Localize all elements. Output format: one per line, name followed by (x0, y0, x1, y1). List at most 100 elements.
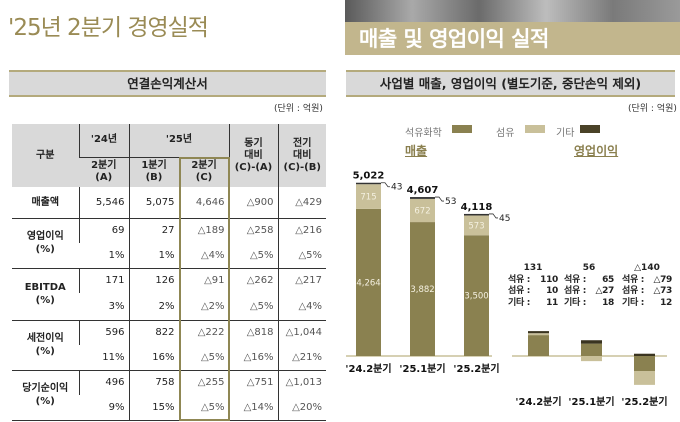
op-bar-petro (581, 343, 602, 356)
op-bar-other (581, 340, 602, 344)
cell-value: 126 (128, 268, 179, 293)
sales-value-label: 573 (468, 221, 484, 231)
income-statement-table: 구분 '24년 '25년 동기 대비 (C)-(A) 전기 대비 (C)-(B)… (12, 124, 326, 421)
header-2025: '25년 (128, 124, 229, 158)
cell-value: △429 (277, 187, 326, 219)
sales-value-label: 715 (360, 193, 376, 203)
row-label: 영업이익 (%) (12, 218, 79, 269)
cell-percent: △5% (178, 395, 229, 421)
sales-bar-other (356, 182, 381, 185)
header-yoy: 동기 대비 (C)-(A) (228, 124, 278, 187)
op-segment-name: 기타 : (622, 297, 645, 308)
cell-percent: △16% (228, 345, 278, 371)
header-qoq: 전기 대비 (C)-(B) (277, 124, 326, 187)
sales-other-label: 45 (499, 214, 510, 224)
cell-value: △818 (228, 320, 278, 345)
op-total-label: 131 (523, 263, 543, 273)
legend-swatch-other (580, 125, 600, 133)
op-segment-name: 섬유 : (564, 286, 587, 296)
leader-line (489, 213, 498, 219)
header-b: 1분기 (B) (128, 157, 179, 187)
op-bar-other (528, 331, 549, 334)
op-bar-petro (634, 356, 655, 372)
sales-bar-petro (356, 208, 381, 356)
sales-bar-fiber (410, 198, 435, 223)
unit-label-right: (단위 : 억원) (628, 104, 677, 114)
cell-percent: 1% (79, 243, 129, 269)
sales-value-label: 3,500 (464, 292, 488, 302)
op-segment-value: 18 (602, 297, 614, 308)
cell-value: △1,044 (277, 320, 326, 345)
op-segment-value: △79 (653, 274, 672, 285)
cell-value: △1,013 (277, 370, 326, 395)
op-segment-value: 65 (602, 274, 614, 285)
legend-swatch-fiber (525, 125, 545, 133)
cell-percent: △4% (178, 243, 229, 269)
op-segment-value: △73 (653, 286, 672, 296)
op-segment-value: 10 (546, 286, 558, 296)
table-row: 영업이익 (%) 69 27 △189 △258 △216 (12, 218, 326, 269)
op-segment-name: 석유 : (508, 274, 531, 285)
sales-value-label: 672 (414, 206, 430, 216)
cell-value: 4,646 (178, 187, 229, 219)
sales-total-label: 5,022 (353, 171, 385, 182)
cell-value: 5,546 (78, 187, 129, 219)
sales-bar-petro (464, 235, 489, 356)
sales-bar-other (464, 213, 489, 216)
sales-value-label: 3,882 (410, 285, 434, 295)
row-label: 매출액 (12, 187, 79, 219)
banner-title: 매출 및 영업이익 실적 (345, 22, 680, 55)
op-segment-name: 석유 : (622, 274, 645, 285)
cell-percent: △4% (277, 293, 326, 321)
op-bar-other (634, 353, 655, 356)
cell-value: 5,075 (128, 187, 179, 219)
sales-bar-fiber (356, 184, 381, 209)
cell-value: 496 (78, 370, 129, 395)
cell-percent: 16% (128, 345, 179, 371)
op-segment-value: 11 (546, 297, 558, 308)
header-a: 2분기 (A) (79, 157, 129, 187)
header-c: 2분기 (C) (178, 157, 229, 187)
cell-percent: 9% (79, 395, 129, 421)
table-row-percent: 1% 1% △4% △5% △5% (12, 243, 326, 269)
sales-chart-title: 매출 (405, 144, 428, 158)
income-statement-header: 연결손익계산서 (9, 70, 326, 97)
sales-total-label: 4,118 (461, 202, 493, 213)
sales-other-label: 43 (391, 183, 402, 193)
op-breakdown: 56 석유 : 65 섬유 : △27 기타 : 18 (564, 263, 614, 309)
op-x-tick: '25.2분기 (621, 395, 667, 408)
op-total-label: 56 (582, 263, 596, 273)
cell-percent: △14% (228, 395, 278, 421)
segment-header: 사업별 매출, 영업이익 (별도기준, 중단손익 제외) (346, 70, 675, 97)
sales-bar-other (410, 197, 435, 199)
op-segment-value: 12 (660, 297, 672, 308)
op-total-label: △140 (634, 263, 660, 273)
row-label: 세전이익 (%) (12, 320, 79, 371)
op-bar-petro (528, 335, 549, 356)
table-row: 세전이익 (%) 596 822 △222 △818 △1,044 (12, 320, 326, 371)
op-segment-name: 석유 : (564, 274, 587, 285)
legend-other: 기타 (556, 128, 575, 139)
op-segment-name: 섬유 : (622, 286, 645, 296)
banner-photo (345, 0, 680, 22)
row-label: EBITDA (%) (12, 268, 79, 321)
cell-percent: 11% (79, 345, 129, 371)
sales-other-label: 53 (445, 197, 456, 207)
cell-value: △216 (277, 218, 326, 243)
sales-value-label: 4,264 (356, 278, 380, 288)
op-chart-title: 영업이익 (574, 144, 619, 158)
op-segment-value: △27 (595, 286, 614, 296)
sales-x-tick: '25.1분기 (399, 362, 445, 375)
table-row-percent: 11% 16% △5% △16% △21% (12, 345, 326, 371)
sales-bar-petro (410, 222, 435, 356)
cell-percent: 3% (79, 293, 129, 321)
cell-value: 596 (78, 320, 129, 345)
cell-value: △217 (277, 268, 326, 293)
op-breakdown: 131 석유 : 110 섬유 : 10 기타 : 11 (508, 263, 558, 309)
legend-swatch-petro (452, 125, 472, 133)
cell-value: △91 (178, 268, 229, 293)
cell-value: 822 (128, 320, 179, 345)
row-label: 당기순이익 (%) (12, 370, 79, 421)
cell-percent: △5% (277, 243, 326, 269)
op-segment-value: 110 (540, 274, 558, 285)
